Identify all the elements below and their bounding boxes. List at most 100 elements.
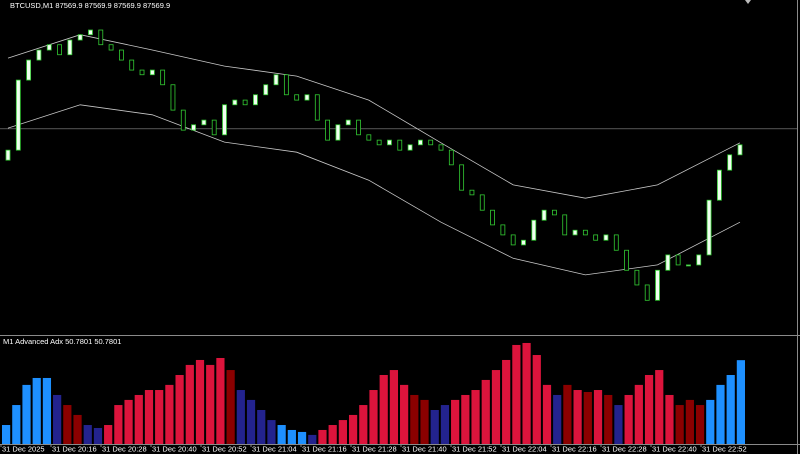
candle-body — [376, 139, 382, 146]
indicator-title: M1 Advanced Adx 50.7801 50.7801 — [3, 337, 121, 346]
histogram-bar — [522, 342, 531, 444]
candle-body — [119, 49, 124, 61]
histogram-bar — [706, 399, 715, 444]
candle-body — [490, 209, 495, 226]
histogram-bar — [502, 359, 511, 444]
candle-body — [644, 284, 650, 301]
candle-body — [613, 234, 619, 251]
histogram-bar — [634, 384, 643, 444]
candle-body — [469, 189, 475, 196]
histogram-bar — [236, 390, 245, 444]
histogram-bar — [32, 377, 41, 444]
histogram-bar — [277, 425, 286, 444]
histogram-bar — [2, 425, 11, 444]
histogram-bar — [430, 409, 439, 444]
time-label: 31 Dec 20:28 — [102, 444, 147, 453]
candle-body — [582, 229, 588, 236]
histogram-bar — [257, 409, 266, 444]
histogram-bar — [471, 390, 480, 444]
time-label: 31 Dec 21:04 — [252, 444, 297, 453]
histogram-bar — [206, 364, 215, 444]
time-label: 31 Dec 22:52 — [702, 444, 747, 453]
candle-body — [170, 84, 176, 111]
histogram-bar — [420, 399, 429, 444]
candle-body — [5, 149, 11, 161]
histogram-bar — [42, 377, 52, 444]
histogram-bar — [583, 392, 592, 444]
band-line — [7, 104, 741, 276]
candle-body — [696, 254, 702, 266]
candle-body — [448, 149, 454, 166]
candle-body — [253, 94, 258, 106]
histogram-bar — [73, 414, 82, 444]
histogram-bar — [22, 384, 31, 444]
histogram-bar — [675, 405, 684, 444]
histogram-bar — [348, 414, 358, 444]
histogram-bar — [124, 399, 133, 444]
candle-body — [686, 264, 691, 267]
histogram-bar — [400, 384, 409, 444]
histogram-bar — [461, 394, 470, 444]
candle-body — [314, 94, 320, 121]
candle-body — [459, 164, 465, 191]
candle-body — [46, 44, 52, 51]
time-label: 31 Dec 21:40 — [402, 444, 447, 453]
candle-body — [26, 59, 32, 81]
histogram-bar — [267, 420, 276, 444]
histogram-bar — [114, 405, 123, 444]
time-label: 31 Dec 21:52 — [452, 444, 497, 453]
histogram-bar — [359, 405, 368, 444]
histogram-bar — [491, 370, 501, 444]
histogram-bar — [53, 394, 62, 444]
histogram-bar — [410, 394, 419, 444]
candle-body — [737, 144, 743, 156]
histogram-bar — [716, 384, 725, 444]
candle-body — [428, 139, 434, 146]
histogram-bar — [553, 394, 562, 444]
candle-body — [356, 119, 361, 136]
candle-body — [479, 194, 485, 211]
histogram-bar — [532, 355, 541, 444]
candle-body — [15, 79, 21, 151]
time-label: 31 Dec 20:52 — [202, 444, 247, 453]
candle-body — [283, 74, 289, 96]
histogram-bar — [481, 379, 490, 444]
histogram-bar — [185, 364, 194, 444]
candle-body — [294, 94, 300, 101]
histogram-bar — [195, 359, 205, 444]
histogram-bar — [104, 425, 113, 444]
candle-body — [304, 94, 310, 101]
time-label: 31 Dec 21:16 — [302, 444, 347, 453]
candle-body — [552, 209, 557, 216]
histogram-bar — [624, 394, 633, 444]
histogram-bar — [144, 390, 154, 444]
histogram-bar — [573, 390, 582, 444]
candle-body — [139, 69, 145, 76]
candle-body — [510, 234, 516, 246]
histogram-bar — [369, 390, 378, 444]
candle-body — [624, 249, 629, 271]
candle-body — [335, 124, 341, 141]
candle-body — [407, 144, 413, 151]
histogram-bar — [695, 405, 705, 444]
candle-body — [562, 214, 568, 236]
time-label: 31 Dec 22:04 — [502, 444, 547, 453]
candle-body — [603, 234, 609, 241]
candle-body — [191, 124, 196, 131]
histogram-bar — [297, 431, 307, 444]
candle-body — [665, 254, 671, 271]
candle-body — [521, 239, 526, 246]
time-label: 31 Dec 22:40 — [652, 444, 697, 453]
candle-body — [387, 139, 392, 146]
histogram-bar — [246, 399, 256, 444]
histogram-bar — [175, 374, 184, 444]
candle-body — [263, 84, 269, 96]
candle-body — [201, 119, 207, 126]
candle-body — [273, 74, 279, 86]
candle-body — [500, 224, 506, 236]
candle-body — [211, 119, 217, 136]
histogram-bar — [318, 429, 327, 444]
candle-body — [149, 69, 155, 76]
candle-body — [345, 119, 351, 126]
